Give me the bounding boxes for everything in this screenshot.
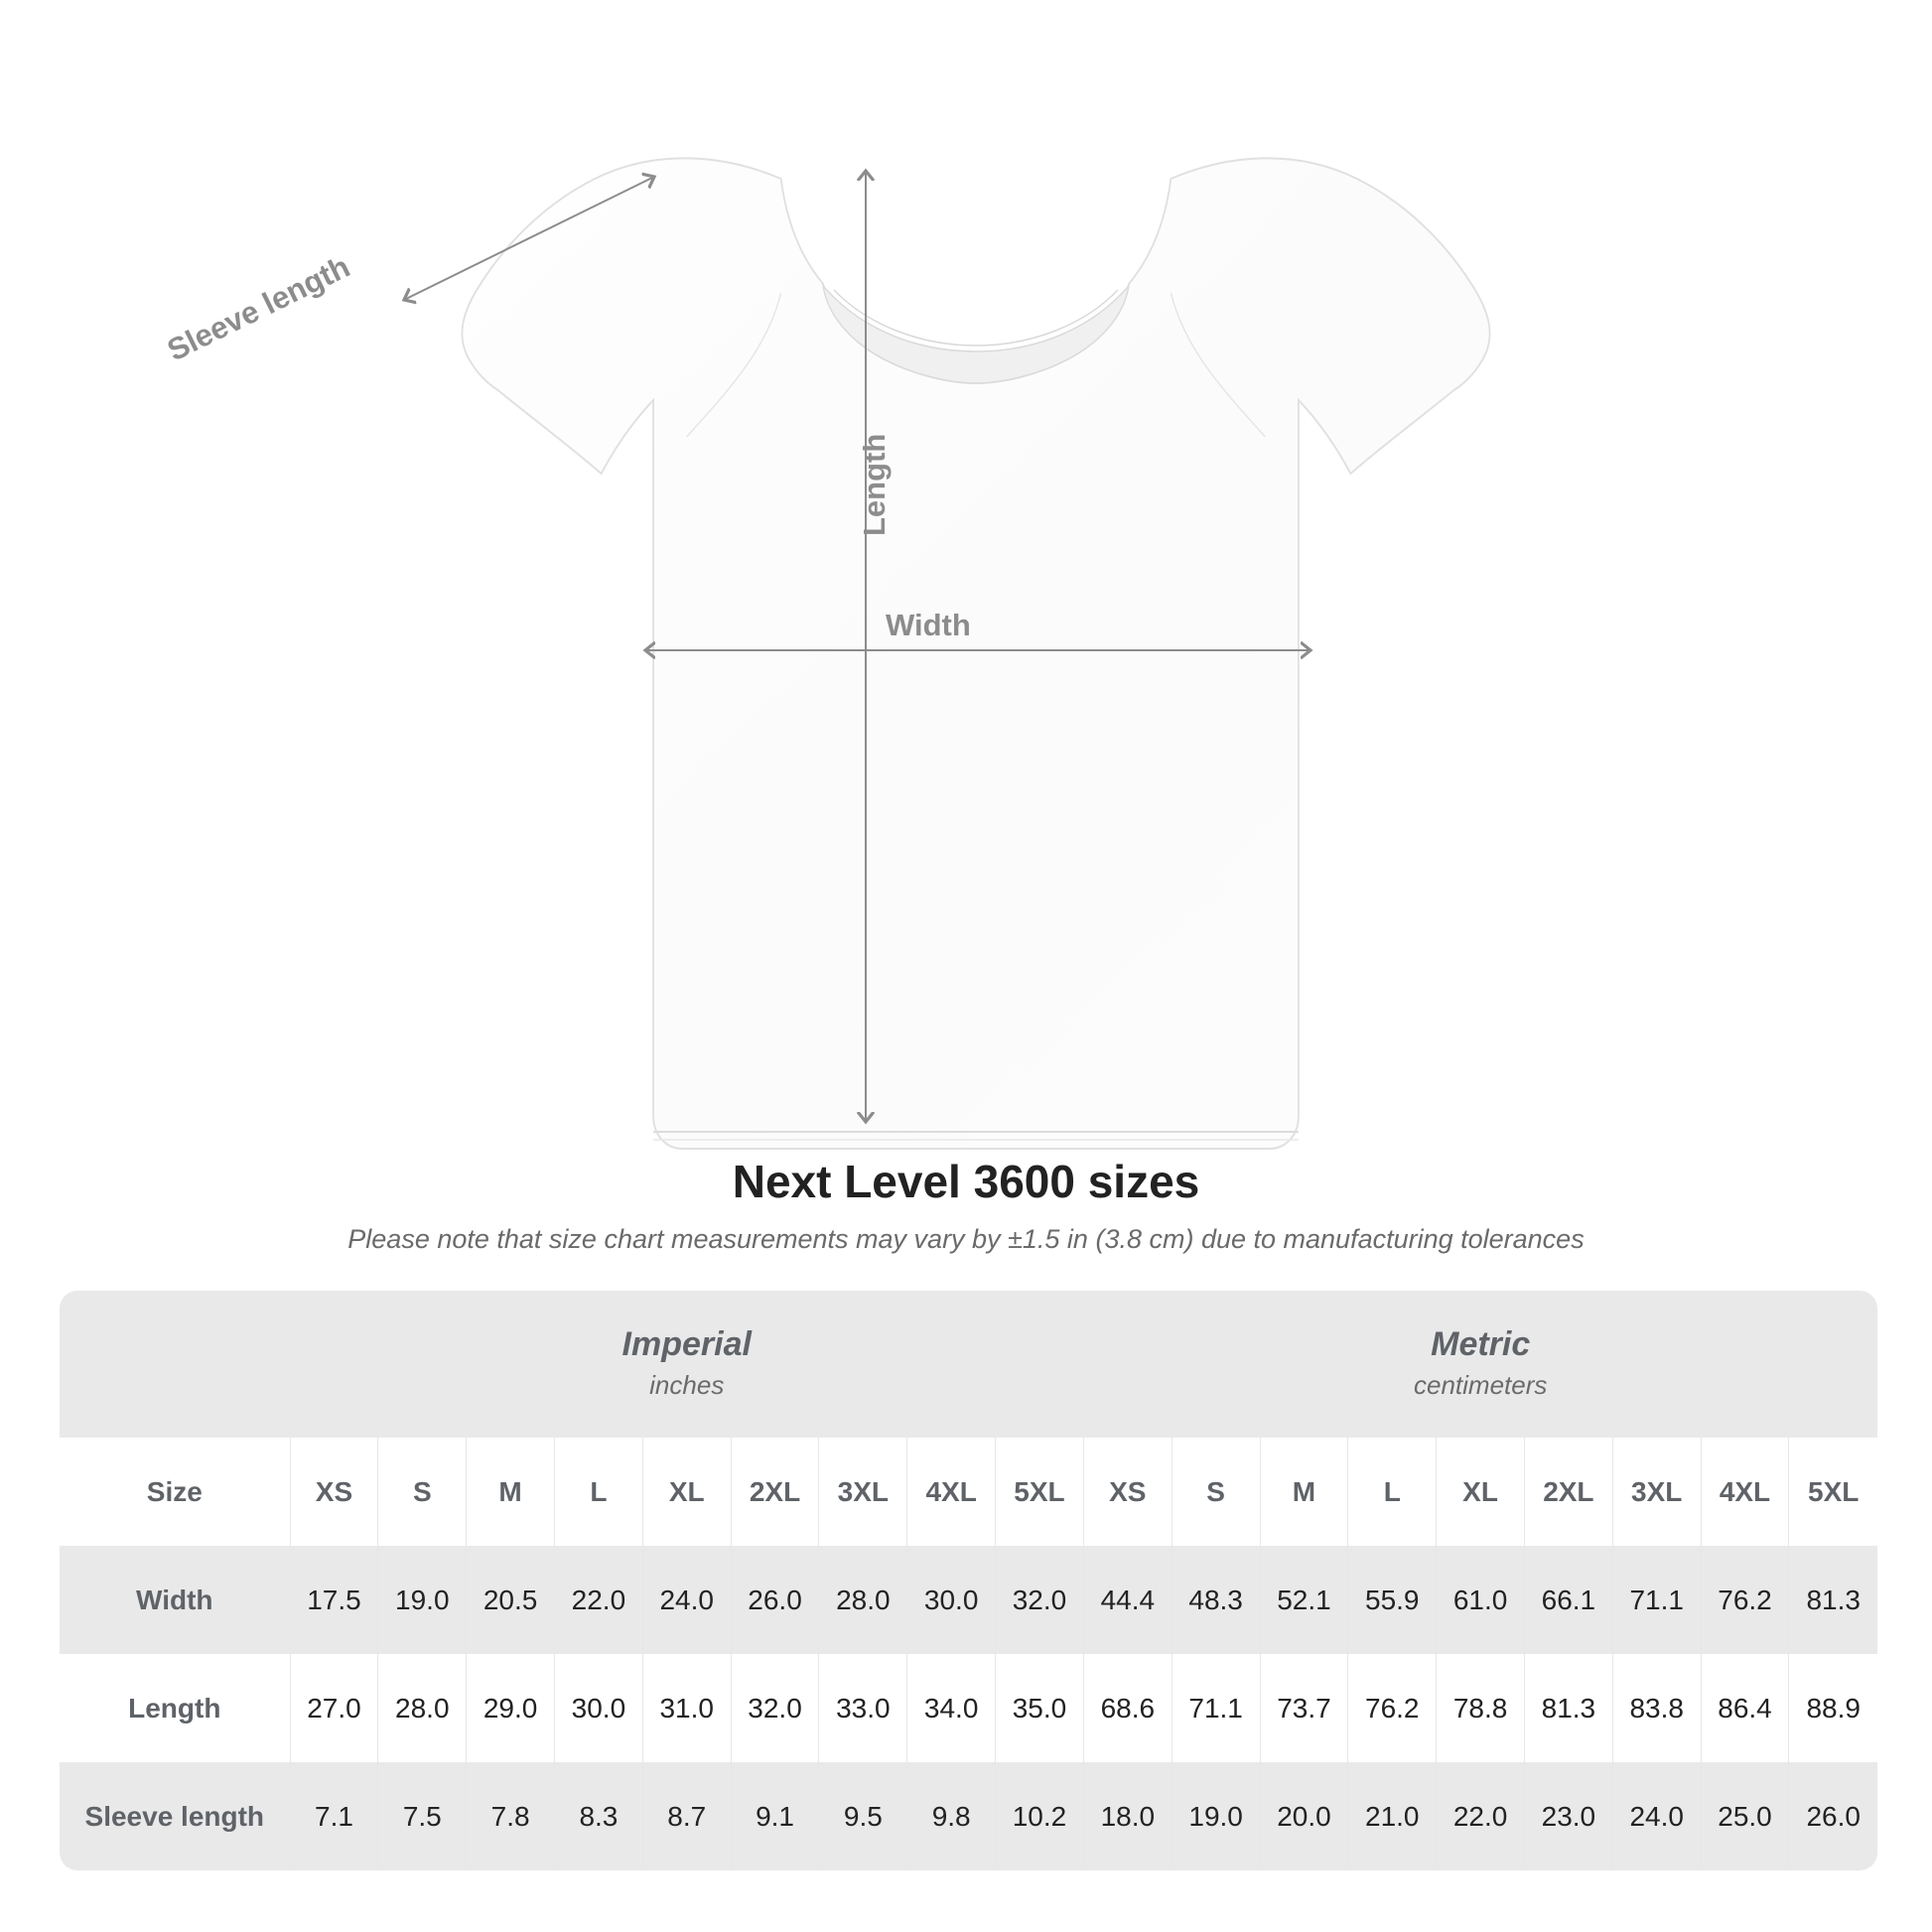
svg-text:Sleeve length: Sleeve length <box>162 249 355 368</box>
svg-text:Width: Width <box>886 608 971 642</box>
svg-text:Length: Length <box>857 434 892 536</box>
